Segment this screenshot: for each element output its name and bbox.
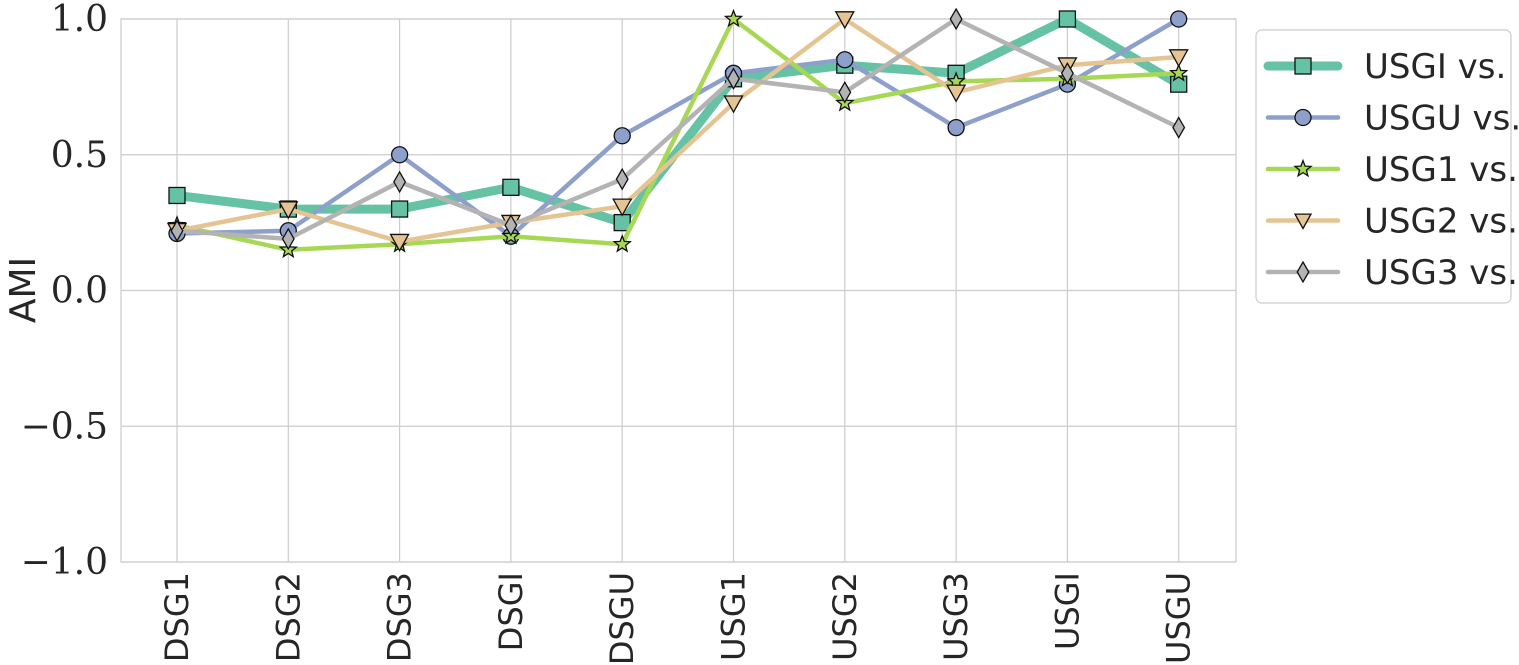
data-point: [168, 186, 186, 205]
legend-marker: [1293, 158, 1313, 178]
data-point: [281, 227, 295, 251]
data-point: [838, 81, 852, 104]
data-point: [1170, 75, 1188, 93]
data-point: [834, 11, 855, 30]
y-axis-label: AMI: [3, 257, 44, 323]
data-point: [612, 198, 633, 217]
series-line: [174, 16, 1181, 242]
series-1: [168, 10, 1188, 232]
data-point: [389, 233, 410, 252]
legend-label: USGU vs.: [1364, 99, 1519, 139]
x-tick-label: DSG2: [269, 572, 307, 662]
data-point: [1170, 10, 1188, 28]
legend-label: USGI vs.: [1364, 47, 1506, 87]
data-point: [612, 234, 632, 253]
legend-entry: USG2 vs.: [1265, 202, 1518, 242]
data-point: [393, 170, 407, 194]
y-tick-label: −0.5: [21, 406, 108, 447]
data-point: [1058, 10, 1077, 28]
y-axis: −1.0 −0.5 0.0 0.5 1.0: [21, 0, 108, 583]
legend-box: [1255, 29, 1512, 304]
x-tick-label: USGU: [1160, 572, 1198, 664]
y-tick-label: −1.0: [21, 542, 108, 583]
legend-label: USG1 vs.: [1364, 150, 1518, 190]
series-line: [174, 16, 1181, 239]
legend-entry: USG3 vs.: [1265, 253, 1518, 293]
x-tick-label: USGI: [1048, 572, 1086, 650]
series-layer: [166, 7, 1189, 259]
data-point: [723, 95, 744, 114]
data-point: [949, 7, 963, 31]
data-point: [278, 201, 299, 220]
plot-area-frame: [120, 18, 1237, 563]
legend-entry: USGU vs.: [1265, 99, 1519, 139]
x-tick-label: USG1: [715, 572, 753, 661]
data-point: [947, 118, 965, 137]
data-point: [615, 167, 629, 191]
data-point: [945, 84, 967, 103]
x-tick-label: DSG1: [158, 572, 196, 662]
legend-marker: [1294, 108, 1312, 127]
y-tick-label: 1.0: [51, 0, 108, 40]
legend-entry: USGI vs.: [1263, 47, 1506, 87]
x-axis: DSG1 DSG2 DSG3 DSGI DSGU USG1 USG2 USG3 USGI USGU: [158, 572, 1198, 665]
series-line: [174, 16, 1181, 244]
legend: USGI vs. USGU vs. USG1 vs. USG2 vs. USG3 vs.: [1255, 29, 1519, 304]
legend-marker: [1296, 260, 1310, 284]
data-point: [613, 127, 631, 145]
data-point: [836, 51, 854, 69]
x-tick-label: USG2: [826, 572, 864, 661]
y-tick-label: 0.5: [51, 135, 108, 176]
series-line: [172, 14, 1184, 228]
x-tick-label: DSGI: [492, 572, 530, 651]
data-point: [502, 178, 520, 196]
data-point: [723, 8, 744, 28]
legend-label: USG3 vs.: [1364, 253, 1518, 293]
data-point: [1172, 116, 1186, 139]
data-point: [170, 219, 184, 243]
legend-marker: [1293, 213, 1313, 230]
y-tick-label: 0.0: [51, 271, 108, 312]
x-tick-label: USG3: [937, 572, 975, 661]
data-point: [726, 67, 741, 91]
legend-entry: USG1 vs.: [1265, 150, 1518, 190]
x-tick-label: DSGU: [603, 572, 641, 665]
legend-label: USG2 vs.: [1364, 202, 1518, 242]
grid: [121, 18, 1236, 563]
legend-marker: [1294, 57, 1312, 75]
data-point: [390, 146, 409, 164]
data-point: [390, 200, 409, 218]
x-tick-label: DSG3: [381, 572, 419, 662]
series-5: [170, 7, 1186, 251]
data-point: [1168, 63, 1189, 82]
data-point: [504, 214, 518, 237]
data-point: [1168, 49, 1189, 68]
data-point: [1060, 61, 1074, 85]
